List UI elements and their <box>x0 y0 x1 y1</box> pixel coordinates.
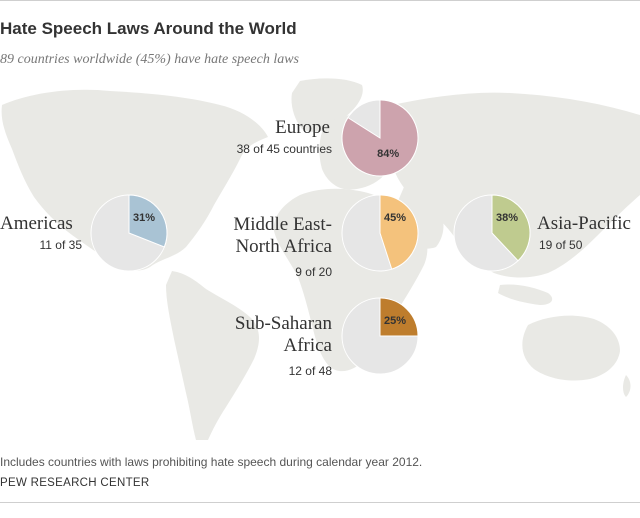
pie-slice-asia-pacific <box>491 194 531 262</box>
map-asia <box>389 92 640 278</box>
region-label-americas: Americas <box>0 213 73 235</box>
footnote: Includes countries with laws prohibiting… <box>0 455 423 469</box>
region-name-ssa-line1: Sub-Saharan <box>234 313 332 334</box>
pie-slice-europe <box>341 99 419 177</box>
chart-title: Hate Speech Laws Around the World <box>0 19 297 38</box>
pie-sub-saharan-africa: 25% <box>341 297 419 375</box>
pie-slice-middle-east-north-africa <box>379 194 419 270</box>
region-count-ssa: 12 of 48 <box>288 364 332 378</box>
pie-label-americas: 31% <box>133 212 155 224</box>
map-japan <box>591 187 604 217</box>
pie-asia-pacific: 38% <box>453 194 531 272</box>
region-name-europe: Europe <box>275 117 330 138</box>
region-count-americas: 11 of 35 <box>39 238 82 252</box>
map-north-america <box>1 89 268 271</box>
pie-slice-americas <box>128 194 168 248</box>
region-name-mena-line1: Middle East- <box>233 214 332 235</box>
map-new-zealand <box>623 375 631 397</box>
map-greenland <box>291 78 363 132</box>
region-name-americas: Americas <box>0 213 73 234</box>
region-count-asia-pacific: 19 of 50 <box>539 238 583 252</box>
pie-label-asia-pacific: 38% <box>496 212 518 224</box>
region-name-mena-line2: North Africa <box>235 236 332 257</box>
region-name-asia-pacific: Asia-Pacific <box>537 213 631 234</box>
pie-label-sub-saharan-africa: 25% <box>384 315 406 327</box>
map-south-america <box>166 271 259 440</box>
top-rule <box>0 0 640 1</box>
map-australia <box>522 315 620 381</box>
region-count-europe: 38 of 45 countries <box>236 142 332 156</box>
region-name-ssa-line2: Africa <box>283 335 332 356</box>
bottom-rule <box>0 502 640 503</box>
pie-middle-east-north-africa: 45% <box>341 194 419 272</box>
pie-slice-sub-saharan-africa <box>379 297 419 337</box>
pie-label-europe: 84% <box>377 148 399 160</box>
region-label-ssa: Sub-Saharan Africa <box>235 313 332 357</box>
region-label-mena: Middle East- North Africa <box>233 214 332 258</box>
pie-americas: 31% <box>90 194 168 272</box>
pie-europe: 84% <box>341 99 419 177</box>
chart-subtitle: 89 countries worldwide (45%) have hate s… <box>0 52 300 67</box>
region-count-mena: 9 of 20 <box>295 265 332 279</box>
pie-label-middle-east-north-africa: 45% <box>384 212 406 224</box>
region-label-asia-pacific: Asia-Pacific <box>537 213 631 235</box>
region-label-europe: Europe <box>275 117 330 139</box>
source-credit: PEW RESEARCH CENTER <box>0 477 150 489</box>
map-indonesia <box>498 284 553 305</box>
